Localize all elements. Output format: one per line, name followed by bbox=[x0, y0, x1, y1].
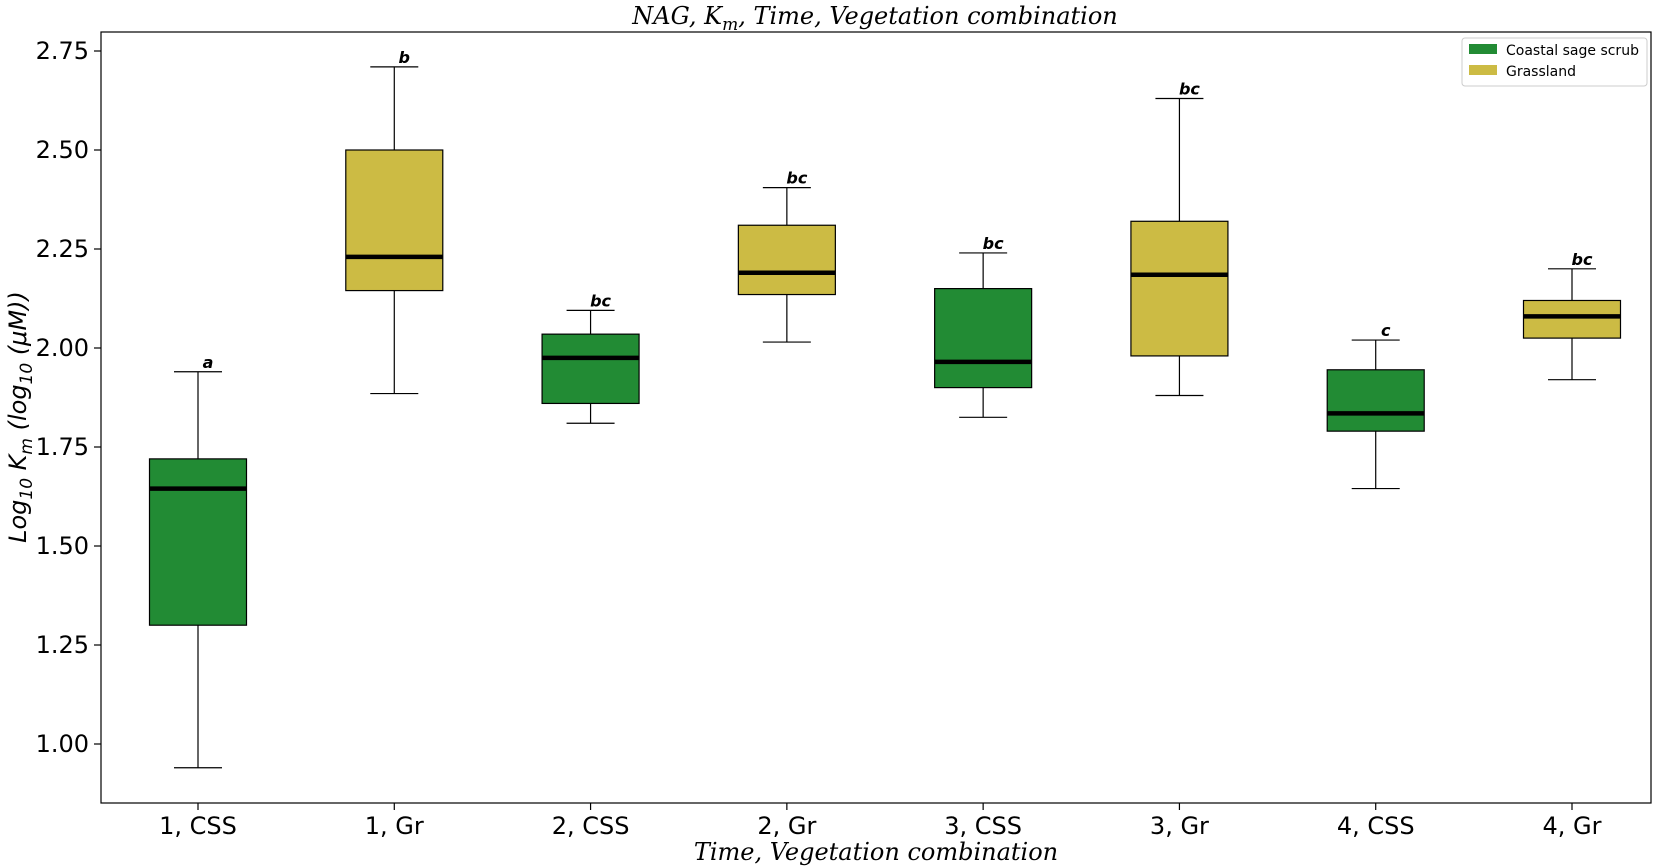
y-tick-label: 1.25 bbox=[36, 631, 89, 659]
y-tick-label: 2.75 bbox=[36, 37, 89, 65]
box-4-css: c bbox=[1326, 321, 1425, 490]
chart-title: NAG, Km, Time, Vegetation combination bbox=[631, 2, 1118, 35]
x-tick-label: 1, CSS bbox=[159, 812, 237, 840]
significance-label: bc bbox=[1179, 80, 1200, 99]
y-tick-label: 2.25 bbox=[36, 235, 89, 263]
y-tick-label: 2.50 bbox=[36, 136, 89, 164]
iqr-box bbox=[148, 458, 248, 626]
x-tick-label: 2, CSS bbox=[552, 812, 630, 840]
x-tick-label: 2, Gr bbox=[757, 812, 816, 840]
legend: Coastal sage scrub Grassland bbox=[1461, 37, 1648, 87]
legend-frame bbox=[1461, 37, 1648, 87]
box-2-gr: bc bbox=[737, 169, 836, 343]
significance-label: c bbox=[1381, 321, 1391, 340]
box-1-gr: b bbox=[345, 48, 444, 395]
box-3-css: bc bbox=[934, 234, 1033, 418]
y-tick-label: 1.75 bbox=[36, 433, 89, 461]
y-axis: 1.00 1.25 1.50 1.75 2.00 2.25 2.50 2.75 bbox=[36, 37, 101, 758]
x-axis: 1, CSS 1, Gr 2, CSS 2, Gr 3, CSS 3, Gr 4, CSS 4… bbox=[159, 803, 1602, 840]
legend-swatch-coastal-sage-scrub bbox=[1469, 44, 1497, 54]
significance-label: bc bbox=[1572, 250, 1593, 269]
y-axis-label: Log10 Km (log10 (μM)) bbox=[4, 291, 37, 543]
iqr-box bbox=[934, 288, 1033, 389]
iqr-box bbox=[541, 333, 640, 405]
iqr-box bbox=[1522, 299, 1622, 339]
x-tick-label: 3, Gr bbox=[1150, 812, 1209, 840]
box-3-gr: bc bbox=[1130, 80, 1229, 397]
significance-label: bc bbox=[590, 291, 611, 310]
legend-swatch-grassland bbox=[1469, 65, 1497, 75]
box-2-css: bc bbox=[541, 291, 640, 424]
y-tick-label: 2.00 bbox=[36, 334, 89, 362]
y-tick-label: 1.50 bbox=[36, 532, 89, 560]
y-tick-label: 1.00 bbox=[36, 730, 89, 758]
legend-label-grassland: Grassland bbox=[1506, 64, 1576, 80]
legend-label-coastal-sage-scrub: Coastal sage scrub bbox=[1506, 43, 1639, 59]
x-axis-label: Time, Vegetation combination bbox=[694, 838, 1058, 866]
significance-label: bc bbox=[983, 234, 1004, 253]
significance-label: a bbox=[203, 353, 214, 372]
x-tick-label: 1, Gr bbox=[365, 812, 424, 840]
box-series: a b bc bc bc bc c bc bbox=[148, 48, 1622, 769]
x-tick-label: 4, Gr bbox=[1543, 812, 1602, 840]
box-1-css: a bbox=[148, 353, 248, 769]
iqr-box bbox=[1130, 220, 1229, 357]
iqr-box bbox=[737, 224, 836, 296]
iqr-box bbox=[345, 149, 444, 292]
x-tick-label: 3, CSS bbox=[944, 812, 1022, 840]
iqr-box bbox=[1326, 369, 1425, 432]
significance-label: bc bbox=[786, 169, 807, 188]
significance-label: b bbox=[399, 48, 410, 67]
x-tick-label: 4, CSS bbox=[1337, 812, 1415, 840]
box-4-gr: bc bbox=[1522, 250, 1622, 381]
